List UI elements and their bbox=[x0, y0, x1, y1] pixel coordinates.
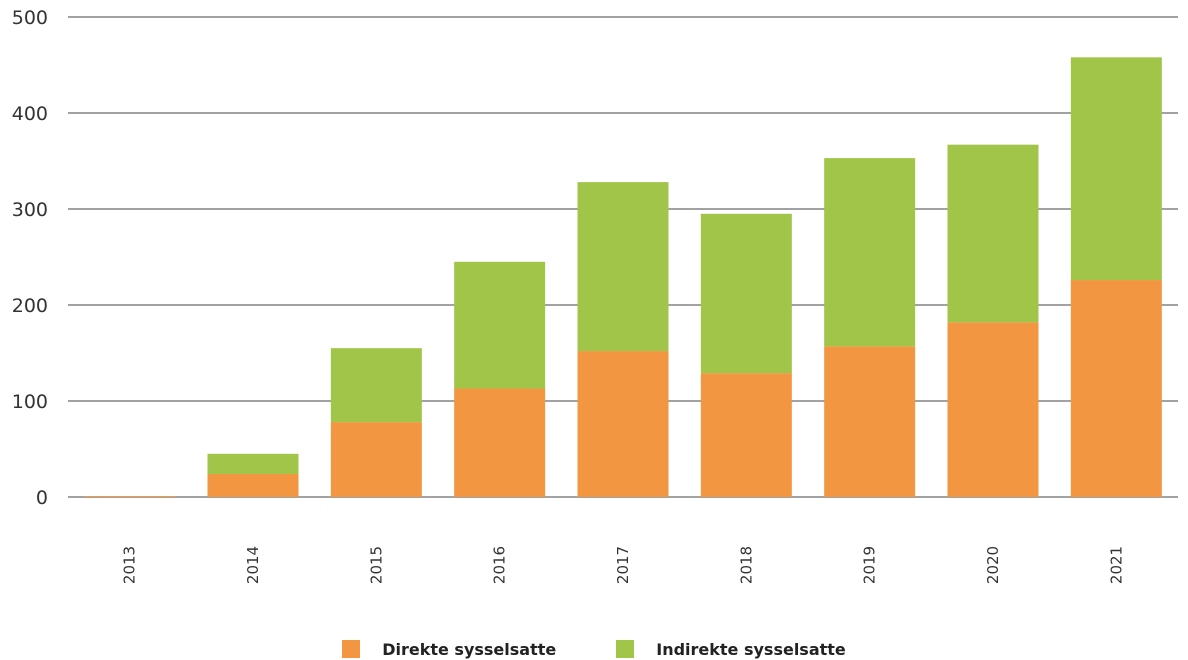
x-axis-ticks: 2013 2014 2015 2016 2017 2018 2019 2020 2021 bbox=[121, 546, 1126, 584]
bar-direkte-2017 bbox=[577, 351, 669, 497]
bar-direkte-2021 bbox=[1070, 280, 1162, 497]
x-tick-label: 2020 bbox=[984, 546, 1002, 584]
x-tick-label: 2019 bbox=[861, 546, 879, 584]
legend-label-indirekte: Indirekte sysselsatte bbox=[656, 639, 846, 659]
x-tick-label: 2016 bbox=[491, 546, 509, 584]
y-tick-label: 500 bbox=[12, 7, 48, 29]
x-tick-label: 2013 bbox=[121, 546, 139, 584]
y-tick-label: 0 bbox=[36, 487, 48, 509]
legend-swatch-direkte bbox=[342, 640, 361, 658]
y-tick-label: 200 bbox=[12, 295, 48, 317]
x-tick-label: 2021 bbox=[1107, 546, 1125, 584]
bar-direkte-2016 bbox=[454, 388, 546, 497]
x-tick-label: 2017 bbox=[614, 546, 632, 584]
x-tick-label: 2014 bbox=[244, 546, 262, 584]
x-tick-label: 2018 bbox=[737, 546, 755, 584]
y-axis-ticks: 0 100 200 300 400 500 bbox=[12, 7, 48, 509]
bar-direkte-2015 bbox=[330, 422, 422, 497]
bar-indirekte-2014 bbox=[207, 453, 299, 474]
bar-indirekte-2017 bbox=[577, 182, 669, 352]
bar-indirekte-2021 bbox=[1070, 57, 1162, 281]
bar-direkte-2013 bbox=[84, 496, 176, 497]
legend-label-direkte: Direkte sysselsatte bbox=[382, 639, 557, 659]
bar-direkte-2020 bbox=[947, 322, 1039, 497]
y-tick-label: 300 bbox=[12, 199, 48, 221]
bar-indirekte-2018 bbox=[700, 213, 792, 374]
legend-swatch-indirekte bbox=[616, 640, 635, 658]
bar-indirekte-2019 bbox=[824, 158, 916, 347]
legend-item-direkte: Direkte sysselsatte bbox=[342, 640, 556, 659]
bar-direkte-2018 bbox=[700, 373, 792, 497]
legend: Direkte sysselsatte Indirekte sysselsatt… bbox=[0, 638, 1188, 660]
y-tick-label: 400 bbox=[12, 103, 48, 125]
bar-indirekte-2016 bbox=[454, 261, 546, 389]
bars bbox=[84, 57, 1162, 497]
bar-indirekte-2020 bbox=[947, 144, 1039, 323]
bar-direkte-2019 bbox=[824, 346, 916, 497]
x-tick-label: 2015 bbox=[367, 546, 385, 584]
bar-indirekte-2015 bbox=[330, 348, 422, 423]
y-tick-label: 100 bbox=[12, 391, 48, 413]
bar-direkte-2014 bbox=[207, 473, 299, 497]
legend-item-indirekte: Indirekte sysselsatte bbox=[616, 640, 846, 659]
